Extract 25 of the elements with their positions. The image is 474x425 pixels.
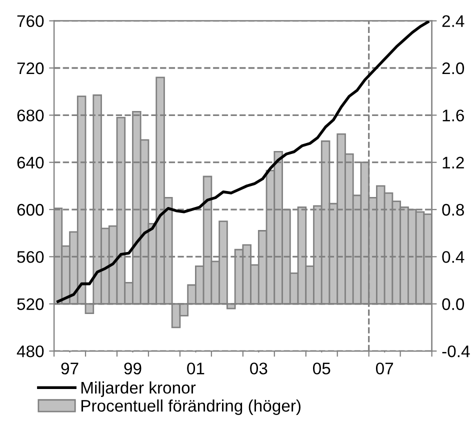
x-tick-label: 05 [313,362,330,374]
x-tick-label: 99 [124,362,142,374]
line-series [56,20,430,303]
y-tick-label: 720 [17,62,44,74]
y-tick-label: 760 [17,15,44,28]
y2-tick-label: 2.4 [442,15,464,27]
y-tick-label: 520 [17,298,44,310]
x-tick-label: 01 [187,362,204,374]
y2-tick-label: 0.0 [442,298,464,310]
y2-tick-label: 2.0 [442,62,464,74]
y-tick-label: 640 [17,156,44,169]
y2-tick-label: 0.4 [442,251,464,263]
x-tick-label: 07 [376,362,394,374]
y-tick-label: 560 [17,251,44,263]
y-tick-label: 480 [16,345,44,358]
y2-tick-label: -0.4 [442,345,470,358]
y-tick-label: 600 [17,204,44,216]
y2-tick-label: 0.8 [442,204,464,216]
y2-tick-label: 1.6 [442,110,464,122]
legend-label: Miljarder kronor [81,381,196,397]
x-tick-label: 03 [250,362,268,374]
y-tick-label: 680 [17,110,44,122]
y2-tick-label: 1.2 [442,156,464,168]
x-tick-label: 97 [61,362,78,374]
legend-label: Procentuell förändring (höger) [81,399,300,415]
